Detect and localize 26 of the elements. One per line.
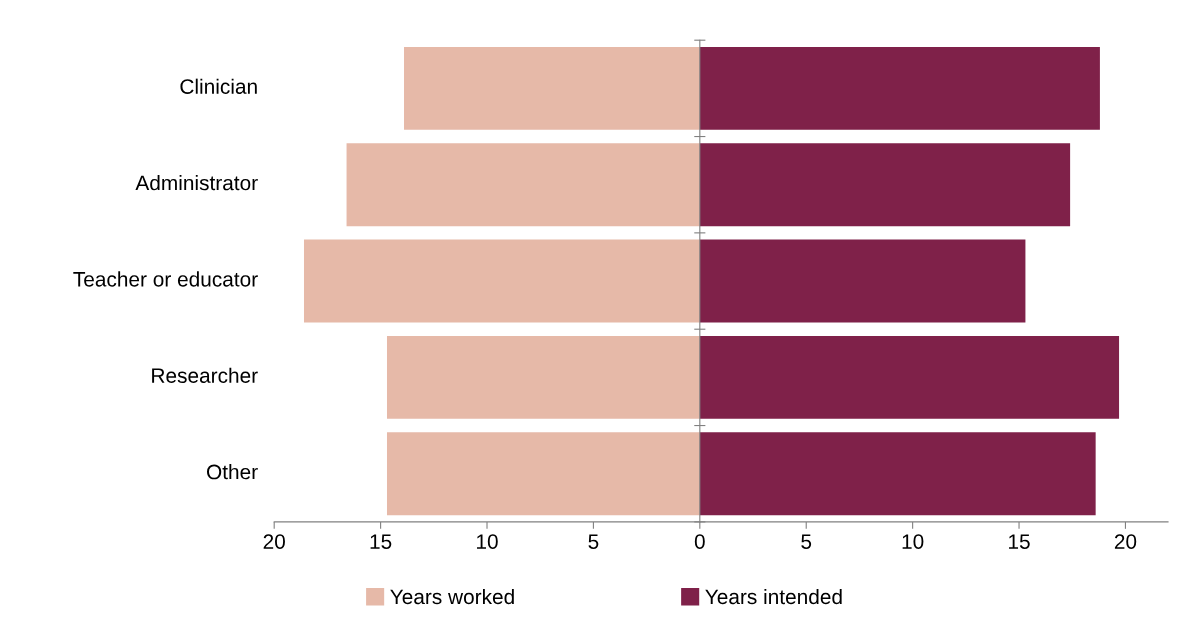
y-tick-label: Researcher — [152, 367, 258, 383]
bar — [699, 239, 1026, 323]
bar — [346, 143, 700, 227]
bar — [699, 46, 1100, 130]
y-tick-label: Clinician — [180, 78, 257, 94]
x-tick-label: 15 — [370, 534, 392, 549]
x-tick-label: 20 — [1114, 534, 1137, 549]
y-tick-label: Other — [207, 464, 258, 480]
bar — [699, 143, 1071, 227]
bar — [386, 335, 700, 419]
x-tick-label: 10 — [902, 534, 924, 549]
bar — [699, 335, 1120, 419]
bar — [303, 239, 700, 323]
x-tick-label: 15 — [1009, 534, 1030, 549]
bar — [386, 432, 700, 516]
x-tick-label: 0 — [694, 534, 705, 549]
x-tick-label: 5 — [801, 534, 812, 549]
y-tick-label: Administrator — [135, 174, 258, 191]
legend-label: Years worked — [390, 588, 514, 605]
x-tick-label: 5 — [588, 534, 599, 549]
x-tick-label: 20 — [263, 534, 285, 549]
bar — [404, 46, 700, 130]
y-tick-label: Teacher or educator — [73, 271, 258, 287]
legend-label: Years intended — [705, 588, 842, 605]
x-tick-label: 10 — [477, 534, 498, 549]
bar — [699, 432, 1096, 516]
